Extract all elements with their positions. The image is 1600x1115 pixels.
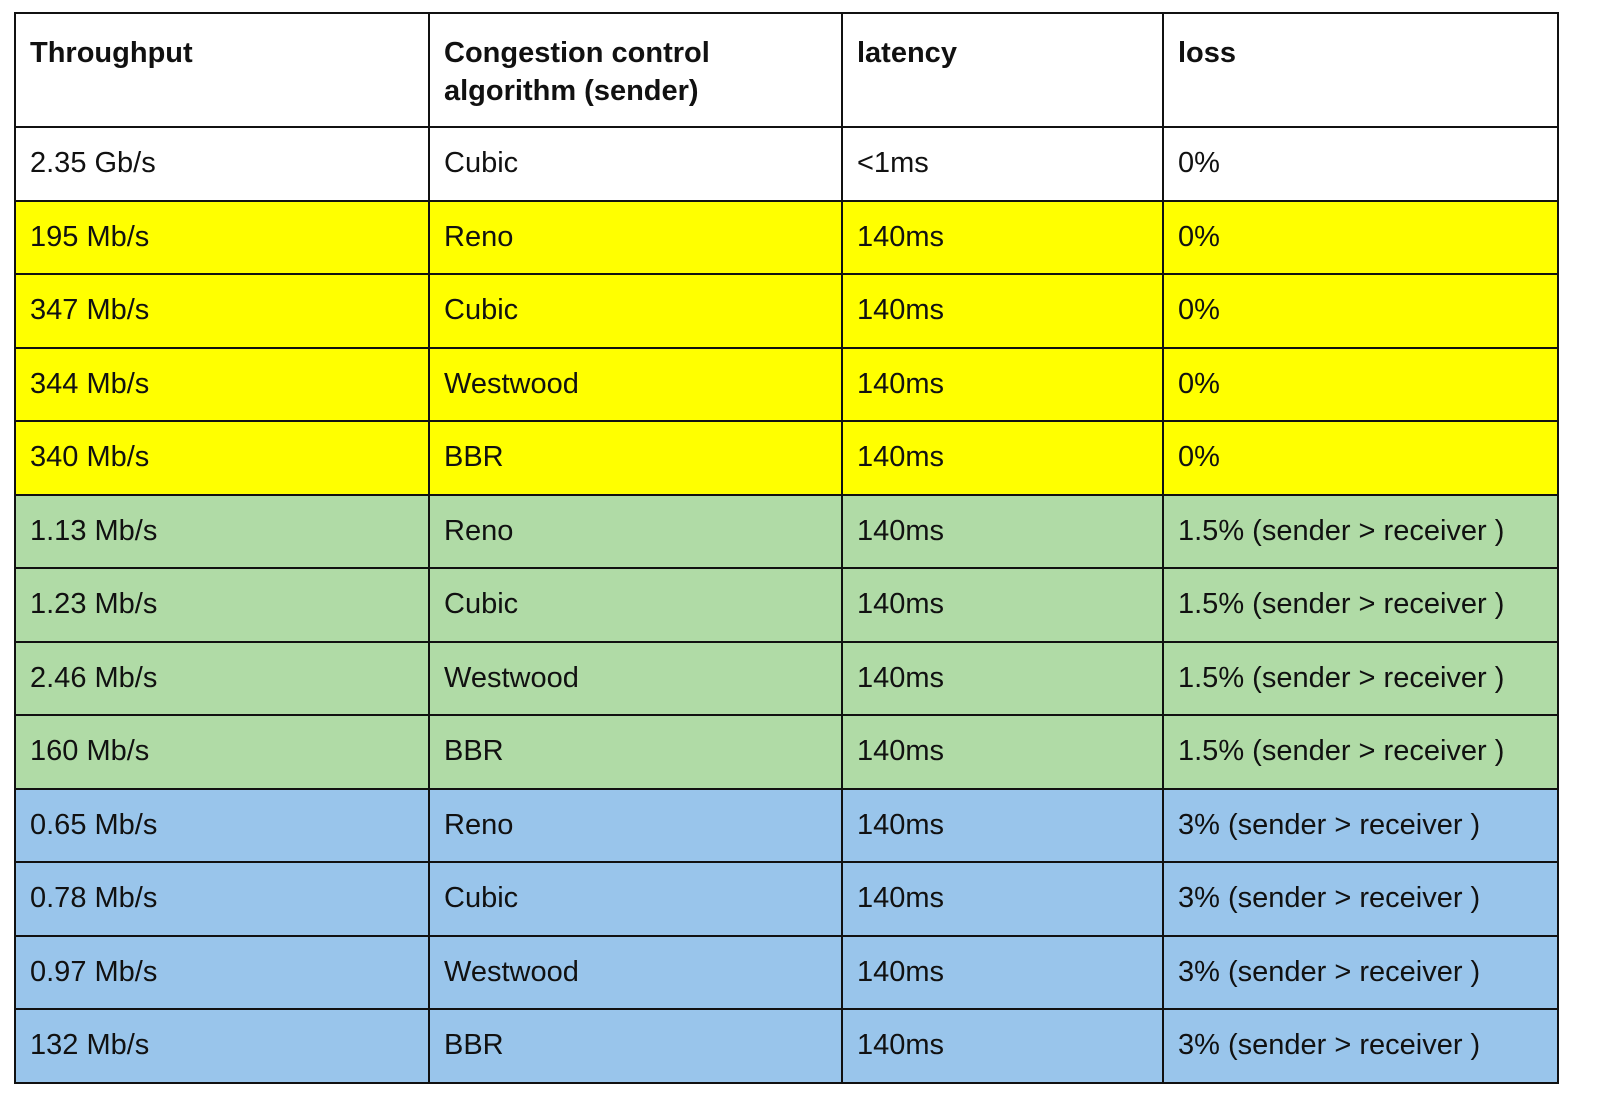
table-cell: 140ms (841, 1008, 1164, 1084)
table-cell: 160 Mb/s (14, 714, 430, 790)
table-row: 0.65 Mb/s Reno 140ms 3% (sender > receiver … (14, 787, 1559, 863)
table-cell: 0% (1162, 420, 1559, 496)
table-cell: 1.5% (sender > receiver ) (1162, 714, 1559, 790)
table-row: 160 Mb/s BBR 140ms 1.5% (sender > receiver … (14, 714, 1559, 790)
table-cell: 140ms (841, 640, 1164, 716)
table-cell: 3% (sender > receiver ) (1162, 934, 1559, 1010)
table-cell: 140ms (841, 420, 1164, 496)
table-cell: 132 Mb/s (14, 1008, 430, 1084)
table-row: 344 Mb/s Westwood 140ms 0% (14, 346, 1559, 422)
table-row: 1.13 Mb/s Reno 140ms 1.5% (sender > receive… (14, 493, 1559, 569)
table-cell: 1.23 Mb/s (14, 567, 430, 643)
table-cell: 195 Mb/s (14, 199, 430, 275)
table-row: 132 Mb/s BBR 140ms 3% (sender > receiver ) (14, 1008, 1559, 1084)
table-body: 2.35 Gb/s Cubic <1ms 0% 195 Mb/s Reno 140ms 0% 3… (14, 126, 1559, 1084)
table-row: 195 Mb/s Reno 140ms 0% (14, 199, 1559, 275)
table-cell: 2.35 Gb/s (14, 126, 430, 202)
table-cell: 140ms (841, 199, 1164, 275)
results-table: Throughput Congestion control algorithm (… (14, 12, 1559, 1084)
table-cell: 3% (sender > receiver ) (1162, 861, 1559, 937)
table-cell: 0.97 Mb/s (14, 934, 430, 1010)
table-row: 2.35 Gb/s Cubic <1ms 0% (14, 126, 1559, 202)
table-row: 2.46 Mb/s Westwood 140ms 1.5% (sender > rec… (14, 640, 1559, 716)
table-cell: 1.5% (sender > receiver ) (1162, 493, 1559, 569)
table-cell: 140ms (841, 861, 1164, 937)
table-cell: 140ms (841, 567, 1164, 643)
table-cell: Westwood (428, 346, 843, 422)
table-cell: 140ms (841, 493, 1164, 569)
table-cell: 140ms (841, 346, 1164, 422)
table-cell: Cubic (428, 567, 843, 643)
header-cell: Congestion control algorithm (sender) (428, 12, 843, 128)
table-cell: 2.46 Mb/s (14, 640, 430, 716)
table-row: 0.78 Mb/s Cubic 140ms 3% (sender > receiver… (14, 861, 1559, 937)
table-row: 1.23 Mb/s Cubic 140ms 1.5% (sender > receiv… (14, 567, 1559, 643)
table-row: 340 Mb/s BBR 140ms 0% (14, 420, 1559, 496)
table-cell: 0% (1162, 199, 1559, 275)
table-cell: BBR (428, 714, 843, 790)
header-cell: latency (841, 12, 1164, 128)
table-cell: 3% (sender > receiver ) (1162, 1008, 1559, 1084)
table-cell: 344 Mb/s (14, 346, 430, 422)
table-cell: Reno (428, 787, 843, 863)
table-cell: 0.65 Mb/s (14, 787, 430, 863)
table-cell: BBR (428, 420, 843, 496)
table-cell: 0% (1162, 126, 1559, 202)
table-cell: Cubic (428, 273, 843, 349)
table-cell: 1.5% (sender > receiver ) (1162, 640, 1559, 716)
table-cell: 347 Mb/s (14, 273, 430, 349)
table-row: 347 Mb/s Cubic 140ms 0% (14, 273, 1559, 349)
table-cell: BBR (428, 1008, 843, 1084)
table-cell: Reno (428, 199, 843, 275)
table-cell: 140ms (841, 273, 1164, 349)
table-cell: 0% (1162, 273, 1559, 349)
table-cell: 140ms (841, 934, 1164, 1010)
table-cell: 1.13 Mb/s (14, 493, 430, 569)
table-cell: <1ms (841, 126, 1164, 202)
table-row: 0.97 Mb/s Westwood 140ms 3% (sender > recei… (14, 934, 1559, 1010)
header-row: Throughput Congestion control algorithm (… (14, 12, 1559, 128)
header-cell: loss (1162, 12, 1559, 128)
table-cell: 1.5% (sender > receiver ) (1162, 567, 1559, 643)
table-cell: Cubic (428, 126, 843, 202)
table-cell: 0.78 Mb/s (14, 861, 430, 937)
table-cell: Reno (428, 493, 843, 569)
table-cell: 140ms (841, 787, 1164, 863)
table-cell: Westwood (428, 640, 843, 716)
table-cell: 0% (1162, 346, 1559, 422)
table-cell: Cubic (428, 861, 843, 937)
table-cell: 140ms (841, 714, 1164, 790)
table-cell: 340 Mb/s (14, 420, 430, 496)
header-cell: Throughput (14, 12, 430, 128)
table-cell: 3% (sender > receiver ) (1162, 787, 1559, 863)
table-cell: Westwood (428, 934, 843, 1010)
